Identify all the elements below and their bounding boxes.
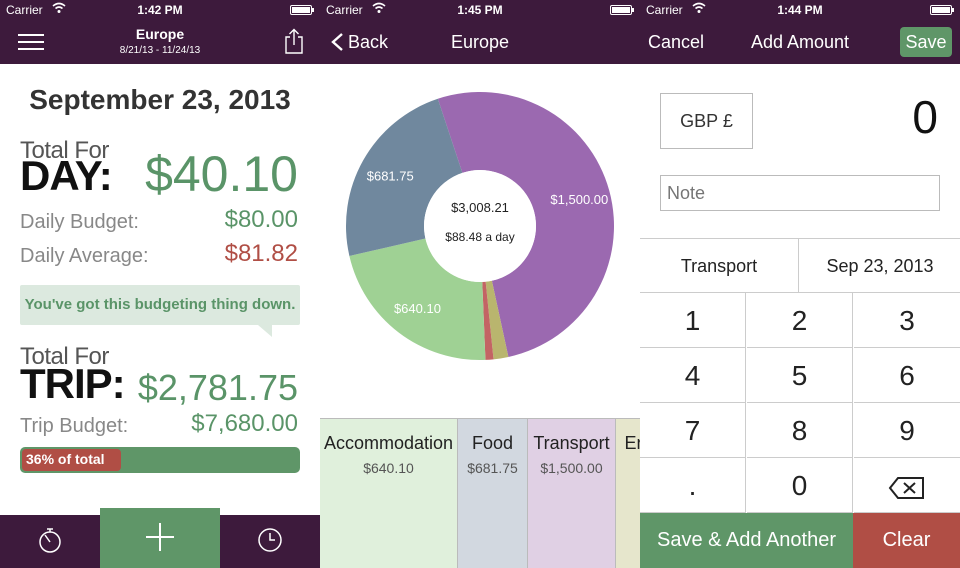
chevron-left-icon[interactable] — [330, 32, 344, 52]
legend-category-value: $1,500.00 — [540, 460, 603, 476]
status-time: 1:42 PM — [137, 3, 183, 17]
legend-card[interactable]: En — [616, 419, 640, 568]
status-bar: Carrier 1:45 PM — [320, 0, 640, 20]
trip-total-amount: $2,781.75 — [137, 367, 298, 408]
donut-per-day: $88.48 a day — [445, 230, 515, 244]
legend-category-name: Food — [471, 433, 514, 453]
carrier-label: Carrier — [326, 3, 363, 17]
donut-total: $3,008.21 — [451, 200, 509, 215]
donut-slice[interactable] — [349, 238, 486, 360]
battery-icon — [610, 5, 634, 15]
legend-category-name: Accommodation — [323, 433, 454, 453]
note-input[interactable] — [660, 175, 940, 211]
category-legend: Accommodation $640.10 Food $681.75 Transport… — [320, 418, 640, 568]
donut-slice-label: $640.10 — [394, 301, 441, 316]
trip-dates: 8/21/13 - 11/24/13 — [119, 45, 201, 56]
add-expense-tab[interactable] — [100, 508, 220, 568]
keypad-key[interactable]: 4 — [640, 348, 746, 403]
wifi-icon — [372, 2, 386, 13]
donut-slice[interactable] — [437, 91, 615, 357]
trip-progress-bar: 36% of total — [20, 447, 300, 473]
keypad-key[interactable]: 6 — [854, 348, 960, 403]
legend-card[interactable]: Accommodation $640.10 — [320, 419, 458, 568]
carrier-label: Carrier — [646, 3, 683, 17]
trip-progress-label: 36% of total — [26, 451, 105, 467]
day-label: DAY: — [20, 152, 113, 199]
nav-bar: Back Europe — [320, 20, 640, 64]
share-icon[interactable] — [284, 28, 304, 54]
carrier-label: Carrier — [6, 3, 43, 17]
keypad-key[interactable]: 0 — [747, 458, 853, 513]
delete-icon — [888, 476, 924, 499]
trip-title: Europe — [450, 32, 510, 52]
total-for-day-label: Total For — [20, 137, 109, 164]
donut-center — [424, 170, 536, 282]
add-amount-screen: Carrier 1:44 PM Cancel Add Amount Save G… — [640, 0, 960, 568]
status-time: 1:45 PM — [457, 3, 503, 17]
back-button[interactable]: Back — [348, 32, 389, 52]
status-bar: Carrier 1:44 PM — [640, 0, 960, 20]
legend-category-name: En — [624, 433, 640, 453]
tab-bar — [0, 508, 320, 568]
keypad-key[interactable]: . — [640, 458, 746, 513]
trip-breakdown-screen: Carrier 1:45 PM Back Europe $1,500.00 $64… — [320, 0, 640, 568]
keypad-key[interactable]: 9 — [854, 403, 960, 458]
wifi-icon — [52, 2, 66, 13]
trip-budget-label: Trip Budget: — [20, 415, 129, 437]
save-button[interactable]: Save — [900, 27, 952, 57]
plus-icon — [146, 523, 174, 551]
legend-category-value: $640.10 — [363, 460, 414, 476]
donut-slice[interactable] — [346, 98, 463, 256]
trip-progress-fill — [22, 449, 122, 471]
nav-bar: Europe 8/21/13 - 11/24/13 — [0, 20, 320, 64]
save-and-add-another-button[interactable]: Save & Add Another — [640, 513, 853, 568]
keypad-key[interactable]: 1 — [640, 293, 746, 348]
clock-icon[interactable] — [257, 527, 283, 553]
date-selector[interactable]: Sep 23, 2013 — [826, 256, 934, 276]
add-amount-title: Add Amount — [750, 32, 850, 52]
daily-budget-label: Daily Budget: — [20, 211, 139, 233]
legend-category-value: $681.75 — [467, 460, 518, 476]
budget-overview-screen: Carrier 1:42 PM Europe 8/21/13 - 11/24/1… — [0, 0, 320, 568]
keypad-key[interactable]: 2 — [747, 293, 853, 348]
day-total-amount: $40.10 — [145, 146, 298, 202]
battery-icon — [930, 5, 954, 15]
trip-title: Europe — [135, 26, 185, 42]
status-bar: Carrier 1:42 PM — [0, 0, 320, 20]
hamburger-icon[interactable] — [18, 32, 44, 52]
current-date-heading: September 23, 2013 — [29, 84, 291, 115]
trip-budget-value: $7,680.00 — [191, 410, 298, 437]
total-for-trip-label: Total For — [20, 343, 109, 370]
keypad-key[interactable]: 5 — [747, 348, 853, 403]
nav-bar: Cancel Add Amount Save — [640, 20, 960, 64]
currency-selector[interactable]: GBP £ — [660, 93, 753, 149]
keypad-key[interactable]: 8 — [747, 403, 853, 458]
clear-button[interactable]: Clear — [853, 513, 960, 568]
budget-message: You've got this budgeting thing down. — [20, 285, 300, 337]
status-time: 1:44 PM — [777, 3, 823, 17]
legend-card[interactable]: Transport $1,500.00 — [528, 419, 616, 568]
details-row: Transport Sep 23, 2013 — [640, 238, 960, 293]
category-selector[interactable]: Transport — [640, 239, 799, 293]
daily-budget-value: $80.00 — [224, 206, 298, 233]
stopwatch-icon[interactable] — [38, 527, 62, 553]
donut-slice[interactable] — [485, 280, 509, 360]
daily-average-label: Daily Average: — [20, 245, 149, 267]
legend-card[interactable]: Food $681.75 — [458, 419, 528, 568]
cancel-button[interactable]: Cancel — [648, 32, 705, 52]
spending-donut-chart: $1,500.00 $640.10 $681.75 — [346, 91, 615, 360]
keypad-key[interactable]: 7 — [640, 403, 746, 458]
donut-slice[interactable] — [482, 281, 494, 360]
battery-icon — [290, 5, 314, 15]
keypad-key[interactable]: 3 — [854, 293, 960, 348]
wifi-icon — [692, 2, 706, 13]
daily-average-value: $81.82 — [224, 240, 298, 267]
trip-label: TRIP: — [20, 360, 126, 407]
donut-slice-label: $1,500.00 — [550, 192, 608, 207]
amount-display: 0 — [912, 91, 938, 143]
delete-key[interactable] — [854, 458, 960, 513]
donut-slice-label: $681.75 — [367, 168, 414, 183]
legend-category-name: Transport — [533, 433, 610, 453]
